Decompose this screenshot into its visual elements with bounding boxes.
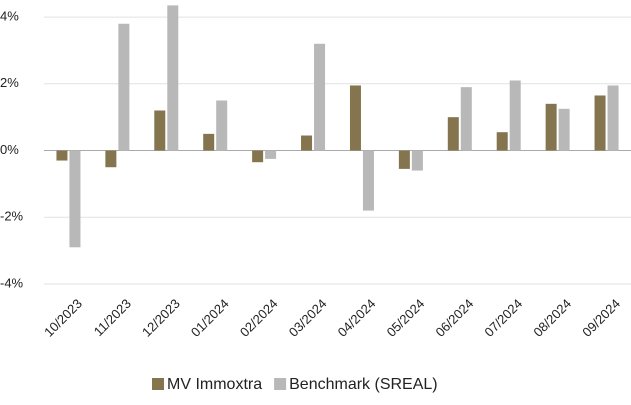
x-tick-label: 02/2024 (237, 296, 281, 340)
bar (362, 150, 374, 211)
y-tick-label: 4% (0, 9, 19, 24)
bar (509, 80, 521, 151)
legend-label: MV Immoxtra (167, 376, 262, 393)
y-tick-label: -2% (0, 209, 24, 224)
bar (154, 110, 166, 151)
x-tick-label: 09/2024 (579, 296, 623, 340)
x-tick-label: 07/2024 (481, 296, 525, 340)
x-tick-label: 08/2024 (530, 296, 574, 340)
bar (252, 150, 264, 163)
x-tick-label: 11/2023 (91, 296, 134, 339)
bar (496, 132, 508, 151)
bar (607, 85, 619, 151)
bar (545, 103, 557, 151)
bar (167, 5, 179, 151)
x-tick-label: 03/2024 (286, 296, 330, 340)
legend-label: Benchmark (SREAL) (289, 376, 438, 393)
bar (460, 87, 472, 151)
bar (69, 150, 81, 248)
bar (301, 135, 313, 151)
bar (56, 150, 68, 161)
bar (447, 117, 459, 151)
bar (558, 108, 570, 151)
x-tick-label: 01/2024 (188, 296, 232, 340)
bar (118, 23, 130, 151)
bar (411, 150, 423, 171)
x-tick-label: 12/2023 (139, 296, 183, 340)
x-tick-label: 05/2024 (384, 296, 428, 340)
y-tick-label: 0% (0, 142, 19, 157)
y-tick-label: 2% (0, 75, 19, 90)
bar (398, 150, 410, 169)
x-tick-label: 06/2024 (433, 296, 477, 340)
x-tick-label: 10/2023 (41, 296, 85, 340)
bar (216, 100, 228, 151)
bar (349, 85, 361, 151)
y-tick-label: -4% (0, 275, 24, 290)
legend-swatch (152, 378, 164, 390)
bar (203, 133, 215, 151)
bar (314, 43, 326, 151)
x-tick-label: 04/2024 (335, 296, 379, 340)
legend-swatch (274, 378, 287, 390)
bar (594, 95, 606, 151)
bar (265, 150, 277, 159)
bar (105, 150, 117, 168)
